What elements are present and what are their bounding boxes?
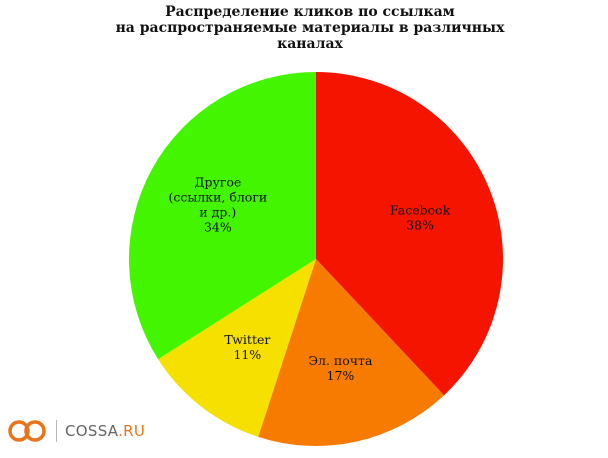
slice-label: (ссылки, блоги [168,190,267,205]
slice-value-label: 17% [327,368,355,383]
brand-logo: COSSA.RU [6,418,145,444]
slice-value-label: 11% [233,347,261,362]
slice-value-label: 34% [204,220,232,235]
pie-slice [128,72,316,360]
slice-value-label: 38% [406,217,434,232]
slice-label: Twitter [224,332,270,347]
slice-label: и др.) [199,205,236,220]
logo-text-tld: .RU [118,422,146,440]
chart-title-line-1: Распределение кликов по ссылкам [165,4,455,20]
pie-slice [316,72,504,396]
logo-text-main: COSSA [65,422,119,440]
infinity-logo-icon [8,420,46,442]
pie-slice [158,259,316,437]
slice-label: Другое [194,175,241,190]
chart-title: Распределение кликов по ссылкам на распр… [100,4,520,52]
chart-title-line-2: на распространяемые материалы в различны… [115,20,505,36]
logo-text: COSSA.RU [65,422,145,440]
slice-label: Facebook [390,202,451,217]
chart-title-line-3: каналах [277,36,343,52]
slice-label: Эл. почта [308,353,372,368]
pie-slice [258,259,445,446]
logo-divider [56,420,57,442]
